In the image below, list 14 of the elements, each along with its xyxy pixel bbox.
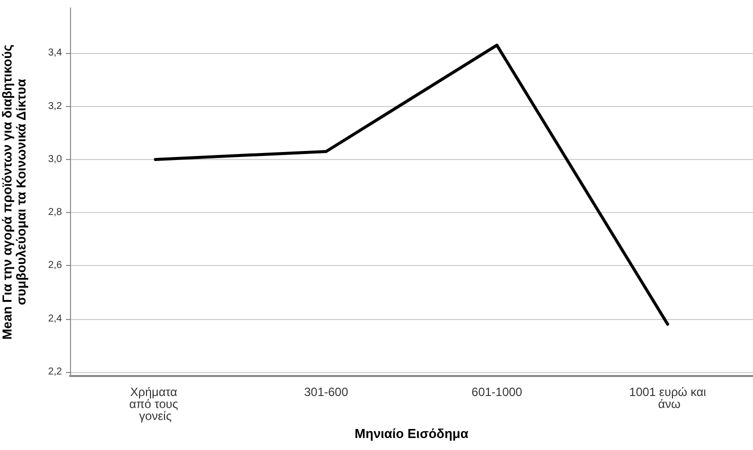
x-axis-title: Μηνιαίο Εισόδημα [354, 426, 468, 441]
x-tick-label: 1001 ευρώ και άνω [629, 385, 706, 411]
y-tick-label: 3,2 [48, 100, 62, 112]
x-tick-label: 301-600 [304, 385, 348, 399]
y-axis-title: Mean Για την αγορά προϊόντων για διαβητικούς συμβουλεύομαι τα Κοινωνικά Δίκτυα [0, 44, 28, 340]
y-tick-label: 2,6 [48, 260, 62, 272]
y-tick-label: 2,8 [48, 207, 62, 218]
y-tick-label: 2,4 [48, 313, 62, 324]
y-tick-label: 3,4 [48, 48, 62, 59]
line-series [154, 44, 670, 326]
y-tick-label: 2,2 [48, 366, 62, 378]
x-tick-label: Χρήματα από τους γονείς [129, 385, 182, 423]
y-tick-label: 3,0 [48, 154, 62, 165]
x-tick-label: 601-1000 [472, 385, 523, 399]
